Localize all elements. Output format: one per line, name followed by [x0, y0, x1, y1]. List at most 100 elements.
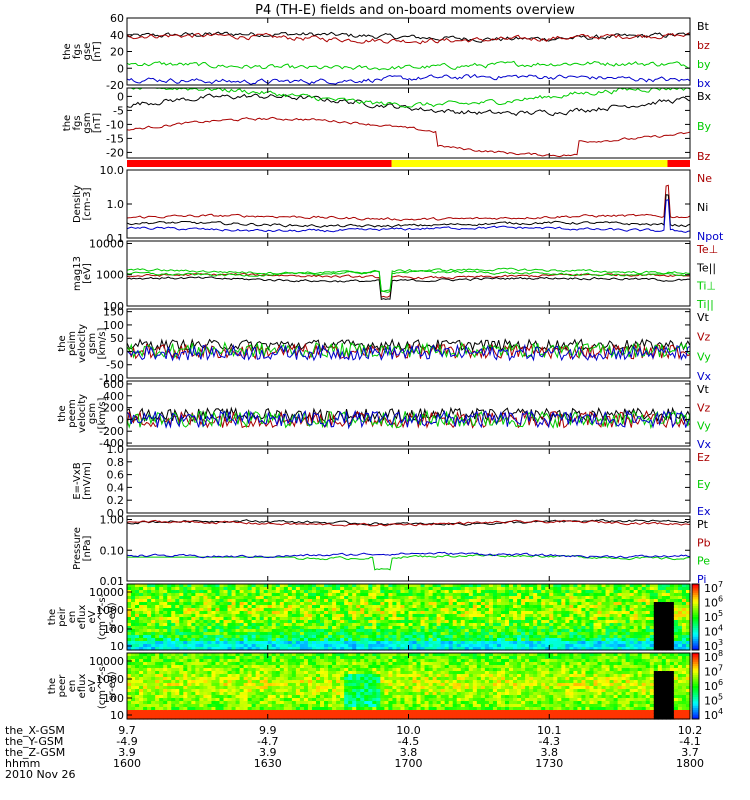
spectrogram-cell	[416, 608, 422, 612]
spectrogram-cell	[336, 584, 341, 588]
spectrogram-cell	[376, 653, 381, 657]
spectrogram-cell	[657, 608, 663, 612]
spectrogram-cell	[525, 644, 530, 648]
spectrogram-cell	[404, 674, 410, 678]
spectrogram-cell	[131, 656, 136, 660]
spectrogram-cell	[476, 599, 482, 603]
spectrogram-cell	[464, 584, 470, 588]
spectrogram-cell	[316, 653, 321, 657]
spectrogram-cell	[472, 584, 478, 588]
spectrogram-cell	[460, 623, 466, 627]
spectrogram-cell	[127, 707, 132, 711]
spectrogram-cell	[328, 677, 333, 681]
spectrogram-cell	[384, 626, 389, 630]
spectrogram-cell	[561, 626, 566, 630]
spectrogram-cell	[239, 599, 245, 603]
spectrogram-cell	[336, 713, 341, 717]
spectrogram-cell	[625, 608, 631, 612]
spectrogram-cell	[352, 686, 357, 690]
spectrogram-cell	[432, 587, 438, 591]
spectrogram-cell	[400, 707, 406, 711]
spectrogram-cell	[299, 602, 305, 606]
spectrogram-cell	[163, 674, 168, 678]
spectrogram-cell	[352, 677, 357, 681]
spectrogram-cell	[376, 674, 381, 678]
spectrogram-cell	[480, 632, 486, 636]
spectrogram-cell	[388, 629, 394, 633]
spectrogram-cell	[384, 647, 389, 651]
spectrogram-cell	[187, 695, 192, 699]
spectrogram-cell	[131, 713, 136, 717]
spectrogram-cell	[283, 656, 289, 660]
spectrogram-cell	[360, 608, 365, 612]
spectrogram-cell	[316, 713, 321, 717]
spectrogram-cell	[537, 629, 542, 633]
spectrogram-cell	[617, 584, 623, 588]
spectrogram-cell	[613, 593, 619, 597]
series-line-bz	[126, 116, 691, 158]
spectrogram-cell	[585, 635, 591, 639]
spectrogram-cell	[428, 641, 434, 645]
spectrogram-cell	[328, 626, 333, 630]
spectrogram-cell	[356, 680, 361, 684]
spectrogram-cell	[163, 671, 168, 675]
spectrogram-cell	[307, 686, 313, 690]
spectrogram-cell	[259, 677, 265, 681]
spectrogram-cell	[295, 692, 301, 696]
spectrogram-cell	[223, 617, 229, 621]
spectrogram-cell	[259, 713, 265, 717]
spectrogram-cell	[380, 713, 385, 717]
spectrogram-cell	[388, 662, 394, 666]
spectrogram-cell	[303, 671, 309, 675]
spectrogram-cell	[259, 692, 265, 696]
spectrogram-cell	[271, 599, 277, 603]
spectrogram-cell	[159, 674, 164, 678]
spectrogram-cell	[320, 692, 325, 696]
spectrogram-cell	[299, 617, 305, 621]
spectrogram-cell	[171, 680, 176, 684]
spectrogram-cell	[340, 614, 345, 618]
spectrogram-cell	[251, 689, 257, 693]
spectrogram-cell	[127, 632, 132, 636]
spectrogram-cell	[147, 623, 152, 627]
spectrogram-cell	[207, 590, 213, 594]
spectrogram-cell	[211, 641, 217, 645]
spectrogram-cell	[685, 647, 691, 651]
spectrogram-cell	[352, 593, 357, 597]
spectrogram-cell	[223, 608, 229, 612]
spectrogram-cell	[328, 647, 333, 651]
spectrogram-cell	[480, 587, 486, 591]
spectrogram-cell	[324, 599, 329, 603]
spectrogram-cell	[641, 584, 647, 588]
spectrogram-cell	[545, 602, 550, 606]
spectrogram-cell	[436, 626, 442, 630]
spectrogram-cell	[649, 647, 655, 651]
spectrogram-cell	[344, 632, 349, 636]
spectrogram-cell	[340, 593, 345, 597]
spectrogram-cell	[625, 605, 631, 609]
spectrogram-cell	[235, 656, 241, 660]
spectrogram-cell	[541, 611, 546, 615]
spectrogram-cell	[175, 644, 180, 648]
spectrogram-cell	[376, 695, 381, 699]
spectrogram-cell	[324, 635, 329, 639]
spectrogram-cell	[344, 662, 349, 666]
panel-frame	[126, 240, 691, 307]
spectrogram-cell	[577, 638, 583, 642]
spectrogram-cell	[388, 638, 394, 642]
spectrogram-cell	[388, 665, 394, 669]
spectrogram-cell	[348, 620, 353, 624]
spectrogram-cell	[601, 617, 607, 621]
y-axis-label-line: gsm	[87, 403, 98, 424]
spectrogram-cell	[440, 620, 446, 624]
spectrogram-cell	[513, 590, 518, 594]
spectrogram-cell	[179, 596, 184, 600]
spectrogram-cell	[147, 647, 152, 651]
spectrogram-cell	[364, 602, 369, 606]
spectrogram-cell	[621, 590, 627, 594]
spectrogram-cell	[207, 695, 213, 699]
spectrogram-cell	[480, 647, 486, 651]
spectrogram-cell	[139, 620, 144, 624]
spectrogram-cell	[211, 644, 217, 648]
spectrogram-cell	[187, 641, 192, 645]
